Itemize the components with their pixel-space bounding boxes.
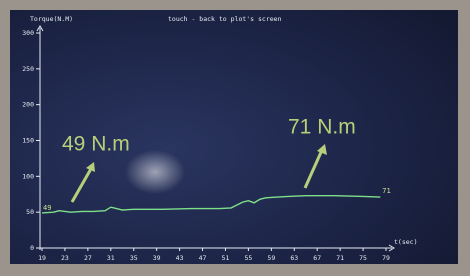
x-tick-label: 55 [244, 254, 252, 262]
annotation: 49 N.m [62, 133, 130, 156]
x-tick-label: 43 [176, 254, 184, 262]
x-tick-label: 51 [222, 254, 230, 262]
x-tick-label: 63 [290, 254, 298, 262]
x-axis-title: t(sec) [394, 238, 417, 246]
data-label: 71 [382, 187, 390, 195]
x-tick-label: 59 [267, 254, 275, 262]
y-tick-label: 150 [22, 137, 34, 145]
x-tick-label: 39 [153, 254, 161, 262]
y-tick-label: 0 [30, 244, 34, 252]
x-tick-label: 27 [84, 254, 92, 262]
x-tick-label: 47 [199, 254, 207, 262]
y-axis-title: Torque(N.M) [30, 15, 73, 23]
annotation: 71 N.m [288, 116, 356, 139]
glare [125, 150, 185, 194]
y-tick-label: 300 [22, 29, 34, 37]
y-tick-label: 100 [22, 172, 34, 180]
x-tick-label: 71 [336, 254, 344, 262]
x-tick-label: 79 [382, 254, 390, 262]
y-tick-label: 250 [22, 65, 34, 73]
y-tick-label: 50 [26, 208, 34, 216]
header-text[interactable]: touch - back to plot's screen [168, 15, 282, 23]
data-label: 49 [43, 204, 51, 212]
x-tick-label: 23 [61, 254, 69, 262]
y-tick-label: 200 [22, 101, 34, 109]
chart: Torque(N.M) touch - back to plot's scree… [0, 0, 470, 276]
x-tick-label: 75 [359, 254, 367, 262]
x-tick-label: 67 [313, 254, 321, 262]
x-tick-label: 35 [130, 254, 138, 262]
x-tick-label: 19 [38, 254, 46, 262]
x-tick-label: 31 [107, 254, 115, 262]
